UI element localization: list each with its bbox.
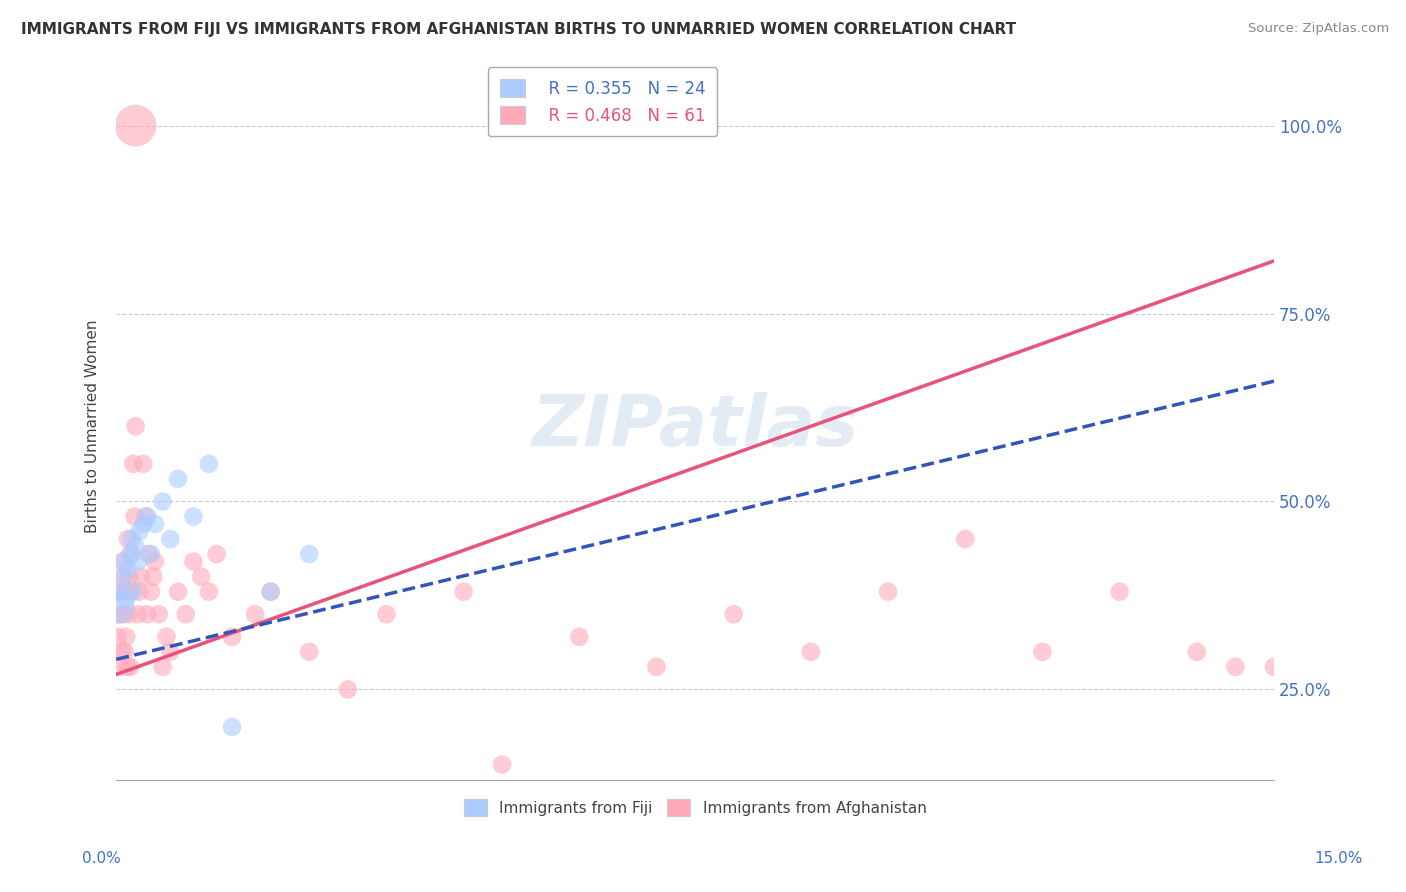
Point [453,584,475,599]
Point [138,547,160,561]
Point [132,516,155,531]
Point [159,532,181,546]
Text: Source: ZipAtlas.com: Source: ZipAtlas.com [1249,22,1389,36]
Text: 0.0%: 0.0% [82,852,121,866]
Point [129,569,152,583]
Point [124,419,146,434]
Point [111,569,134,583]
Point [167,472,190,486]
Point [1031,645,1053,659]
Point [135,509,157,524]
Point [298,645,321,659]
Y-axis label: Births to Unmarried Women: Births to Unmarried Women [86,319,100,533]
Point [112,607,135,622]
Point [1263,660,1285,674]
Point [221,630,243,644]
Point [108,607,131,622]
Point [124,540,146,554]
Point [152,660,174,674]
Point [128,584,150,599]
Point [198,457,221,471]
Point [120,660,142,674]
Point [107,630,129,644]
Point [124,119,146,133]
Point [122,457,145,471]
Point [143,516,166,531]
Point [132,457,155,471]
Point [152,494,174,508]
Point [136,509,159,524]
Point [114,645,136,659]
Point [183,555,205,569]
Point [198,584,221,599]
Point [117,562,139,576]
Point [1185,645,1208,659]
Point [159,645,181,659]
Point [955,532,977,546]
Point [115,660,138,674]
Point [1225,660,1247,674]
Point [174,607,197,622]
Point [117,607,139,622]
Point [568,630,591,644]
Point [115,630,138,644]
Point [112,555,135,569]
Text: 15.0%: 15.0% [1315,852,1362,866]
Point [107,599,129,614]
Point [117,532,139,546]
Point [205,547,228,561]
Point [127,607,149,622]
Point [122,584,145,599]
Point [142,569,165,583]
Point [148,607,170,622]
Point [118,569,141,583]
Point [124,509,146,524]
Point [167,584,190,599]
Point [114,584,136,599]
Point [336,682,359,697]
Point [121,547,143,561]
Point [245,607,267,622]
Point [139,584,162,599]
Point [183,509,205,524]
Point [111,555,134,569]
Point [1108,584,1130,599]
Point [114,592,136,607]
Point [723,607,745,622]
Point [139,547,162,561]
Point [121,532,143,546]
Point [110,584,132,599]
Point [120,547,142,561]
Point [375,607,398,622]
Legend: Immigrants from Fiji, Immigrants from Afghanistan: Immigrants from Fiji, Immigrants from Af… [454,790,935,825]
Point [128,524,150,539]
Point [645,660,668,674]
Point [108,584,131,599]
Point [221,720,243,734]
Point [190,569,212,583]
Point [127,555,149,569]
Point [111,645,134,659]
Point [143,555,166,569]
Point [800,645,823,659]
Point [491,757,513,772]
Point [155,630,177,644]
Text: ZIPatlas: ZIPatlas [531,392,859,461]
Point [877,584,900,599]
Text: IMMIGRANTS FROM FIJI VS IMMIGRANTS FROM AFGHANISTAN BIRTHS TO UNMARRIED WOMEN CO: IMMIGRANTS FROM FIJI VS IMMIGRANTS FROM … [21,22,1017,37]
Point [112,569,135,583]
Point [259,584,281,599]
Point [136,607,159,622]
Point [298,547,321,561]
Point [259,584,281,599]
Point [108,660,131,674]
Point [120,584,142,599]
